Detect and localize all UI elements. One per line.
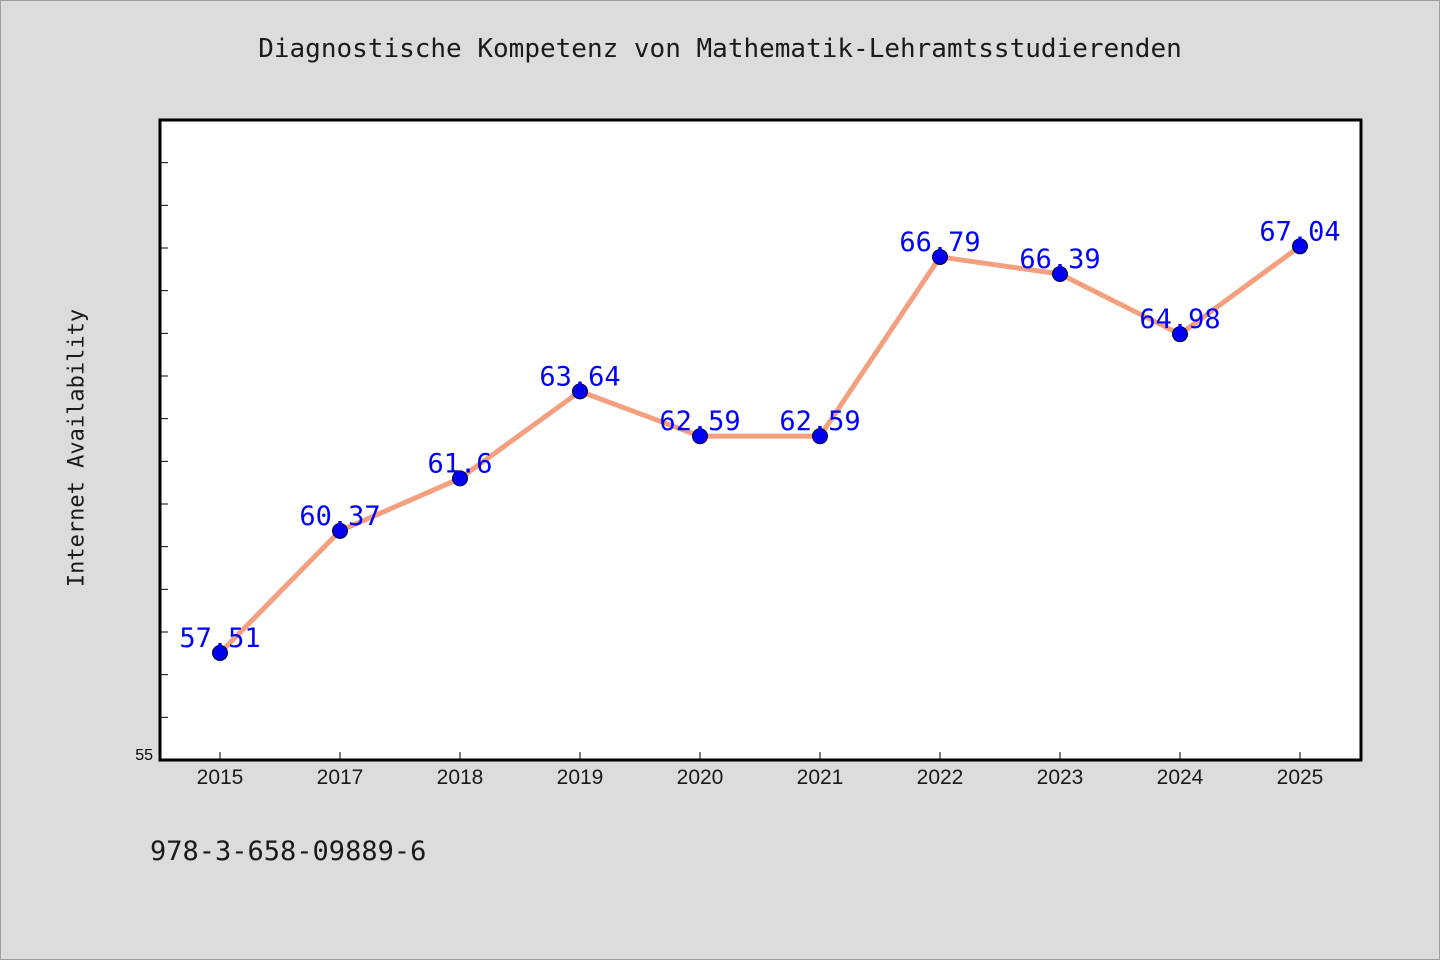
x-tick-label: 2020 — [677, 766, 724, 789]
series-line — [217, 243, 1303, 656]
isbn-text: 978-3-658-09889-6 — [150, 836, 427, 867]
data-point — [1172, 326, 1188, 343]
chart-title: Diagnostische Kompetenz von Mathematik-L… — [258, 34, 1182, 64]
plot-border — [158, 118, 1363, 762]
data-point — [452, 470, 468, 487]
x-tick-label: 2023 — [1037, 766, 1084, 789]
x-tick-label: 2019 — [557, 766, 604, 789]
data-point — [1052, 266, 1068, 283]
data-point — [812, 428, 828, 445]
data-point — [932, 248, 948, 265]
data-label: 62.59 — [779, 406, 860, 437]
data-label: 60.37 — [299, 501, 380, 532]
data-label: 63.64 — [539, 361, 620, 392]
data-point — [572, 383, 588, 400]
data-label: 66.79 — [899, 227, 980, 258]
x-tick-label: 2022 — [917, 766, 964, 789]
x-tick-label: 2018 — [437, 766, 484, 789]
data-point — [332, 522, 348, 539]
data-point — [1292, 238, 1308, 255]
y-tick-label: 55 — [135, 747, 153, 764]
x-tick-label: 2021 — [797, 766, 844, 789]
data-label: 67.04 — [1259, 216, 1340, 247]
data-label: 64.98 — [1139, 304, 1220, 335]
x-tick-label: 2024 — [1157, 766, 1204, 789]
plot-area — [160, 120, 1361, 760]
data-label: 61.6 — [427, 448, 492, 479]
data-label: 66.39 — [1019, 244, 1100, 275]
x-tick-label: 2015 — [197, 766, 244, 789]
data-point — [212, 644, 228, 661]
data-label: 57.51 — [179, 623, 260, 654]
x-tick-label: 2017 — [317, 766, 364, 789]
data-point — [692, 428, 708, 445]
data-label: 62.59 — [659, 406, 740, 437]
x-tick-label: 2025 — [1277, 766, 1324, 789]
